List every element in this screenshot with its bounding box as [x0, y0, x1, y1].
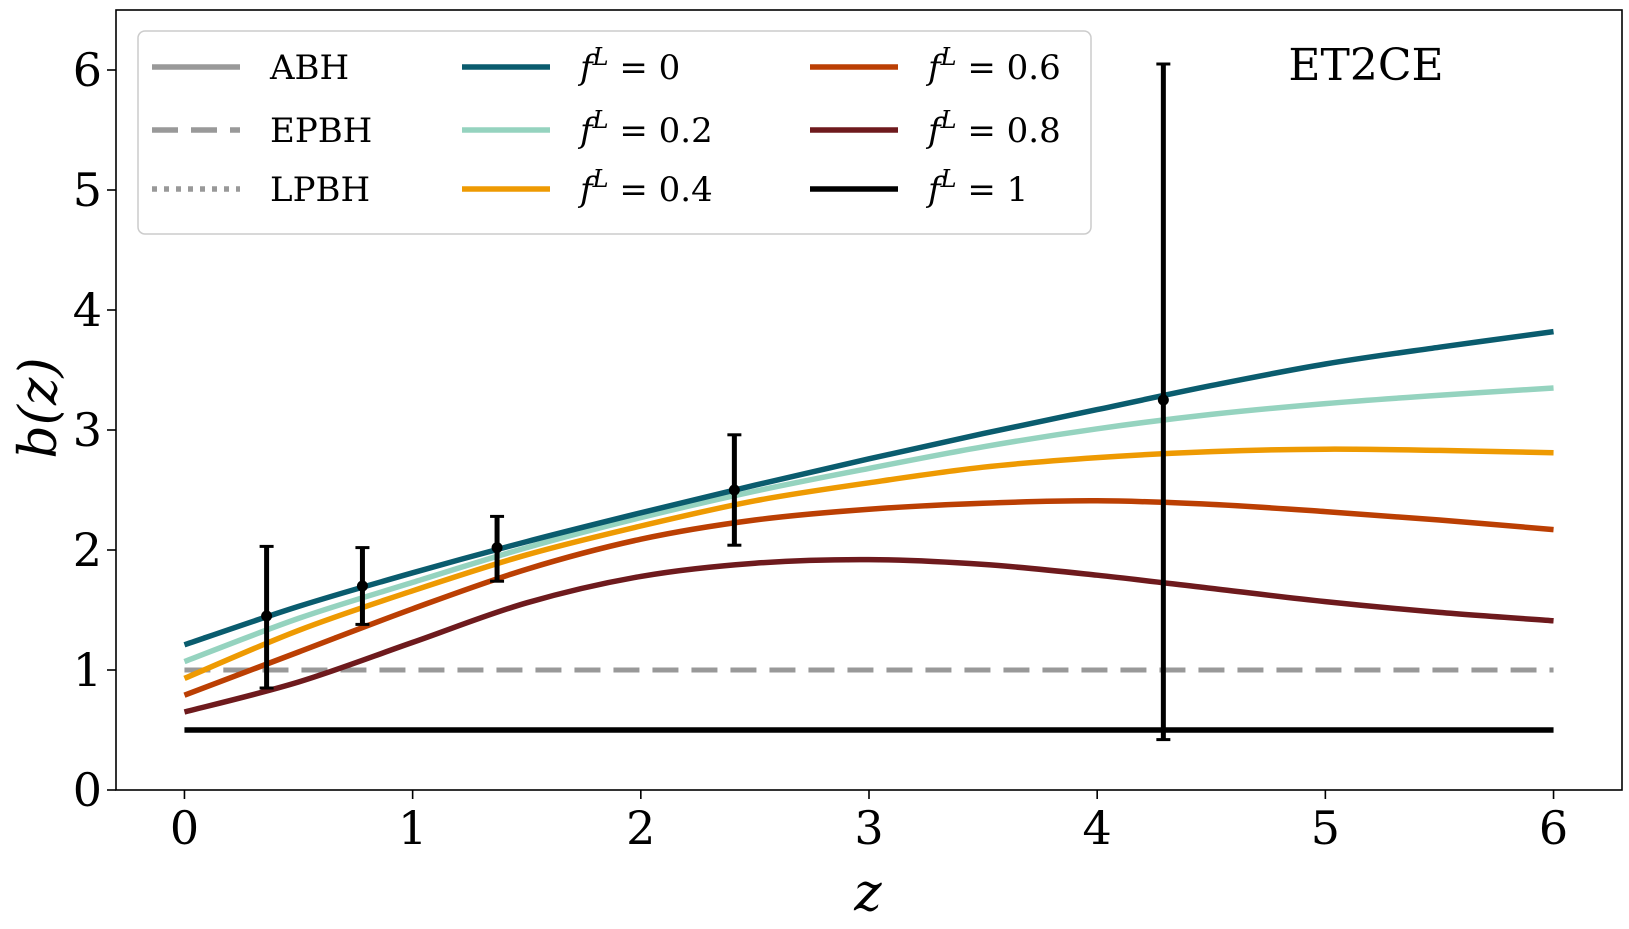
- y-tick-label: 1: [73, 643, 102, 697]
- series-line-f-l-0-8: [183, 556, 1554, 715]
- plot-lines: [183, 328, 1554, 733]
- x-tick-label: 2: [626, 801, 655, 855]
- legend-label-3: LPBH: [270, 170, 370, 210]
- series-line-f-l-0-4: [183, 446, 1554, 681]
- data-point-3: [491, 542, 503, 554]
- y-tick-label: 4: [73, 283, 102, 337]
- data-point-5: [1157, 394, 1169, 406]
- errorbars: [259, 62, 1171, 742]
- legend-label-8: fL = 0.8: [925, 106, 1061, 151]
- data-point-1: [261, 610, 273, 622]
- chart-annotation: ET2CE: [1288, 40, 1443, 91]
- y-axis-title: b(z): [9, 357, 69, 458]
- x-tick-label: 5: [1311, 801, 1340, 855]
- legend-frame: [137, 30, 1092, 235]
- y-tick-label: 3: [73, 403, 102, 457]
- series-line-f-l-0: [183, 328, 1554, 648]
- legend-label-1: ABH: [269, 48, 349, 88]
- x-tick-label: 0: [170, 801, 199, 855]
- x-axis-title: z: [853, 863, 882, 923]
- x-tick-label: 3: [854, 801, 883, 855]
- series-line-f-l-0-2: [183, 385, 1554, 665]
- x-tick-label: 1: [398, 801, 427, 855]
- y-tick-label: 6: [73, 43, 102, 97]
- x-tick-label: 6: [1539, 801, 1568, 855]
- y-tick-label: 2: [73, 523, 102, 577]
- y-tick-label: 5: [73, 163, 102, 217]
- ticks: 0 1 2 3 4 5 6 0 1 2 3 4 5 6: [73, 43, 1568, 855]
- legend-label-2: EPBH: [270, 111, 372, 151]
- legend-label-9: fL = 1: [925, 165, 1028, 210]
- data-point-4: [728, 484, 740, 496]
- series-line-f-l-0-6: [183, 498, 1554, 698]
- data-point-2: [356, 580, 368, 592]
- y-tick-label: 0: [73, 763, 102, 817]
- x-tick-label: 4: [1083, 801, 1112, 855]
- legend-label-4: fL = 0: [577, 43, 680, 88]
